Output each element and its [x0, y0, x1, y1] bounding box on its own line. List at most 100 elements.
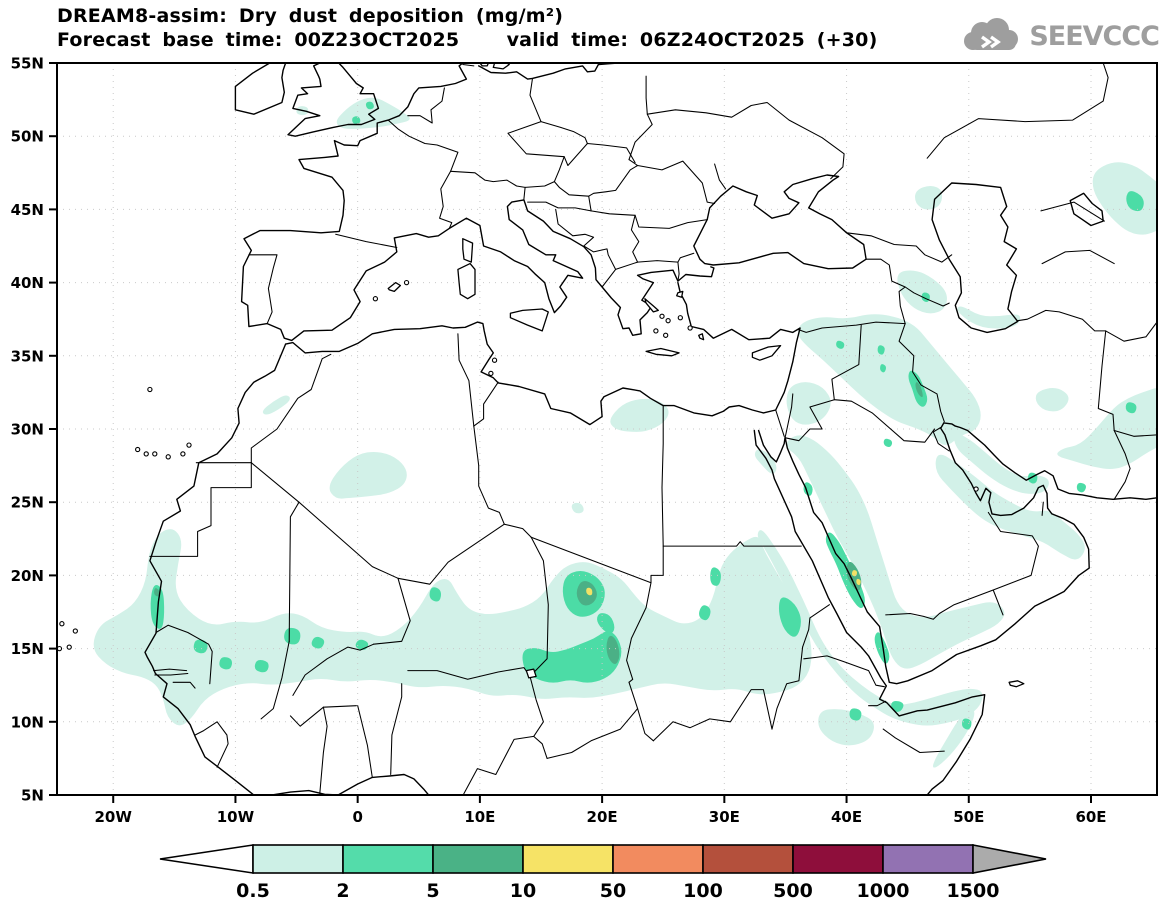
country-border [797, 321, 945, 423]
country-border [1097, 330, 1115, 432]
small-island-dot [147, 386, 153, 393]
dust-patch-n-syria-dot [836, 340, 845, 349]
seevccc-logo: SEEVCCC [960, 14, 1160, 58]
country-border [601, 261, 639, 288]
colorbar-cell-2 [342, 844, 434, 874]
dust-patch-arabia-west-band [786, 435, 1005, 669]
lat-tick-label: 10N [11, 713, 44, 731]
lon-tick-label: 10W [217, 808, 255, 826]
colorbar-left-arrow [159, 844, 254, 874]
colorbar-label-0.5: 0.5 [236, 880, 270, 902]
dust-patch-levant-blob [786, 382, 831, 425]
country-border [473, 381, 499, 427]
colorbar-cell-5 [432, 844, 524, 874]
island-outline [676, 290, 684, 298]
country-border [149, 462, 252, 557]
island-outline [644, 298, 659, 313]
lat-tick-label: 20N [11, 567, 44, 585]
small-island-dot [72, 628, 78, 634]
logo-chevron-icon [981, 35, 993, 49]
colorbar-label-100: 100 [683, 880, 723, 902]
island-outline [645, 347, 680, 357]
lon-tick-label: 10E [464, 808, 495, 826]
country-border [1113, 429, 1157, 437]
colorbar-label-500: 500 [773, 880, 813, 902]
country-border [292, 643, 375, 696]
lon-tick-label: 0 [352, 808, 362, 826]
country-border [833, 399, 936, 443]
country-border [898, 286, 906, 325]
dust-patch-n-caucasus-spot [915, 185, 943, 210]
dust-patch-ethiopia-core [849, 708, 862, 721]
small-island-dot [687, 325, 693, 331]
colorbar-label-1500: 1500 [947, 880, 1000, 902]
coastline [757, 422, 1090, 685]
small-island-dot [165, 454, 171, 460]
forecast-time-line: Forecast base time: 00Z23OCT2025 valid t… [57, 29, 878, 51]
coastline [943, 422, 1157, 500]
dust-patch-aral-blob [1092, 162, 1157, 235]
small-island-dot [143, 451, 149, 457]
country-border [650, 405, 664, 584]
country-border [882, 728, 945, 754]
country-border [507, 78, 636, 167]
country-border [714, 163, 727, 190]
country-border [527, 201, 592, 212]
country-border [630, 214, 640, 263]
dust-patch-sahel-core-5 [311, 636, 325, 649]
country-border [885, 511, 1039, 620]
country-border [992, 589, 1004, 616]
small-island-dot [152, 451, 158, 457]
lat-tick-label: 5N [21, 787, 44, 805]
country-border [529, 675, 548, 759]
island-outline [457, 262, 476, 300]
dust-patch-sudan-core-1 [710, 567, 721, 586]
lon-tick-label: 20W [95, 808, 133, 826]
dust-patch-nw-iran-blob [897, 270, 947, 314]
country-border [335, 233, 398, 249]
cloud-logo-icon [964, 18, 1019, 50]
country-border [546, 681, 639, 759]
colorbar-label-2: 2 [336, 880, 349, 902]
dust-patch-sudan-core-2 [699, 605, 711, 621]
lat-tick-label: 30N [11, 421, 44, 439]
country-border [1105, 321, 1157, 342]
country-border [646, 101, 845, 180]
colorbar-cell-100 [702, 844, 794, 874]
dust-patch-somalia-dot [962, 718, 972, 730]
page-title: DREAM8-assim: Dry dust deposition (mg/m²… [57, 5, 564, 27]
dust-patch-sahel-core-3 [254, 659, 269, 673]
lon-tick-label: 30E [709, 808, 740, 826]
dust-patch-sahel-core-4 [284, 627, 301, 645]
country-border [802, 604, 830, 648]
country-border [473, 425, 532, 538]
country-border [529, 536, 549, 677]
island-outline [509, 308, 549, 332]
dust-patch-gulf-south-band [935, 454, 1085, 560]
country-border [462, 735, 535, 795]
coastline [284, 281, 801, 426]
coastline [753, 429, 986, 795]
country-border [457, 333, 475, 427]
coastline-layer [57, 63, 1157, 795]
colorbar-cell-500 [792, 844, 884, 874]
dust-patch-caspian-south-strip [957, 306, 1021, 329]
country-border [1113, 429, 1131, 500]
dust-patch-yemen-coast-core [874, 632, 890, 664]
country-border [439, 170, 453, 229]
dust-patch-chad-link-core [597, 613, 615, 634]
colorbar-cell-0.5 [252, 844, 344, 874]
country-border [1041, 501, 1044, 516]
country-border [628, 159, 716, 205]
country-border [390, 683, 403, 776]
dust-patch-england-dot-2 [352, 116, 361, 124]
lat-tick-label: 25N [11, 494, 44, 512]
coastline [240, 63, 715, 342]
colorbar-cell-10 [522, 844, 614, 874]
country-border [373, 577, 411, 645]
small-island-dot [663, 332, 669, 338]
small-island-dot [677, 315, 683, 321]
axis-ticks: 55N 50N 45N 40N 35N 30N 25N 20N 15N 10N 5N 20W 10W 0 1… [11, 55, 1107, 827]
dust-patch-chad-stripe [606, 635, 620, 665]
